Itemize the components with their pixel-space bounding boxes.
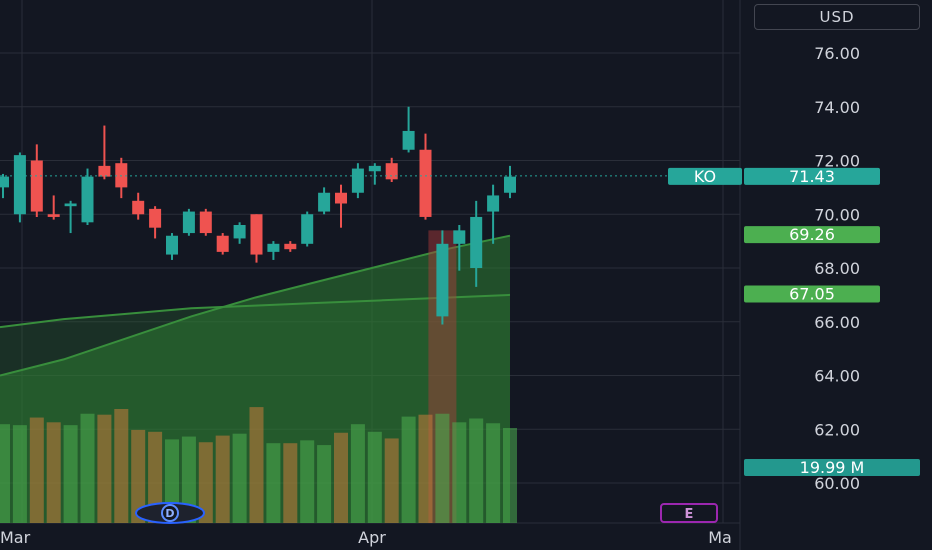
candle-body: [470, 216, 483, 268]
ma-fast-line: [0, 234, 511, 377]
time-tick-label: Apr: [358, 528, 386, 547]
candle-body: [199, 211, 212, 234]
volume-bars: [0, 407, 517, 523]
last-price-box: [744, 167, 880, 185]
volume-bar: [367, 431, 382, 523]
volume-bar: [401, 416, 416, 523]
volume-bar: [46, 422, 61, 523]
volume-bar: [452, 422, 467, 523]
volume-bar: [283, 443, 298, 523]
price-tick-label: 72.00: [814, 152, 860, 171]
candle-body: [132, 200, 145, 215]
volume-bar: [300, 440, 315, 523]
candle-body: [115, 163, 128, 188]
price-tick-label: 64.00: [814, 367, 860, 386]
ma-value-label: 69.26: [789, 225, 835, 244]
candle-body: [64, 203, 77, 207]
candle-body: [284, 243, 297, 250]
candle-body: [385, 163, 398, 180]
volume-bar: [232, 433, 247, 523]
axis-price-labels: KO 71.43 69.26 67.05 19.99 M: [668, 167, 920, 477]
candle-body: [250, 214, 263, 255]
time-tick-label: Ma: [708, 528, 732, 547]
dividend-marker: [161, 504, 179, 522]
volume-bar: [80, 413, 95, 523]
candle-body: [13, 155, 26, 215]
time-axis[interactable]: Mar Apr Ma: [0, 528, 732, 547]
volume-value-label: 19.99 M: [800, 458, 865, 477]
ma-value-box: [744, 285, 880, 303]
candle-body: [233, 225, 246, 239]
ticker-symbol-box: [668, 167, 742, 185]
ticker-symbol-label: KO: [694, 167, 716, 186]
volume-bar: [469, 418, 484, 523]
price-tick-label: 74.00: [814, 98, 860, 117]
ma-value-box: [744, 226, 880, 244]
volume-bar: [12, 425, 27, 523]
candle-body: [487, 195, 500, 212]
price-axis[interactable]: 76.00 74.00 72.00 70.00 68.00 66.00 64.00 62.00…: [814, 44, 860, 493]
price-tick-label: 60.00: [814, 474, 860, 493]
ma-slow-line: [0, 293, 511, 329]
candle-body: [216, 235, 229, 252]
volume-value-box: [744, 459, 920, 476]
candle-body: [0, 176, 9, 188]
candle-body: [47, 214, 60, 217]
candle-body: [81, 176, 94, 223]
candle-body: [318, 192, 331, 212]
volume-bar: [215, 435, 230, 523]
candle-body: [351, 168, 364, 193]
candle-body: [335, 192, 347, 204]
volume-bar: [198, 442, 213, 523]
volume-bar: [148, 431, 163, 523]
candle-body: [368, 165, 381, 172]
volume-bar: [131, 429, 146, 523]
price-tick-label: 66.00: [814, 313, 860, 332]
volume-bar: [503, 428, 517, 523]
volume-bar: [317, 445, 332, 523]
volume-bar: [384, 438, 399, 523]
price-tick-label: 70.00: [814, 205, 860, 224]
currency-button[interactable]: USD: [754, 4, 920, 30]
candle-body: [453, 230, 466, 244]
candle-body: [504, 176, 516, 193]
volume-bar: [350, 424, 365, 523]
ma-value-label: 67.05: [789, 285, 835, 304]
candle-body: [419, 149, 432, 217]
price-tick-label: 76.00: [814, 44, 860, 63]
volume-bar: [181, 436, 196, 523]
volume-bar: [435, 413, 450, 523]
volume-bar: [97, 414, 112, 523]
volume-bar: [266, 443, 281, 523]
dividend-marker-letter: D: [165, 507, 174, 520]
candle-body: [166, 235, 178, 255]
time-tick-label: Mar: [0, 528, 31, 547]
price-tick-label: 68.00: [814, 259, 860, 278]
candle-body: [267, 243, 280, 252]
volume-bar: [0, 424, 10, 523]
candle-body: [98, 165, 111, 177]
volume-bar: [418, 414, 433, 523]
volume-bar: [29, 417, 44, 523]
candle-body: [30, 160, 43, 212]
volume-bar: [334, 432, 348, 523]
volume-bar: [486, 423, 501, 523]
price-tick-label: 62.00: [814, 420, 860, 439]
candle-body: [402, 130, 415, 150]
candle-body: [149, 208, 162, 228]
earnings-marker-letter: E: [685, 507, 694, 522]
volume-bar: [114, 409, 129, 523]
volume-bar: [63, 425, 78, 523]
last-price-label: 71.43: [789, 167, 835, 186]
candle-body: [436, 243, 449, 317]
earnings-marker: [660, 503, 718, 523]
volume-bar: [249, 407, 264, 523]
candlesticks[interactable]: [0, 106, 516, 325]
candle-body: [182, 211, 195, 234]
candle-body: [301, 214, 314, 244]
